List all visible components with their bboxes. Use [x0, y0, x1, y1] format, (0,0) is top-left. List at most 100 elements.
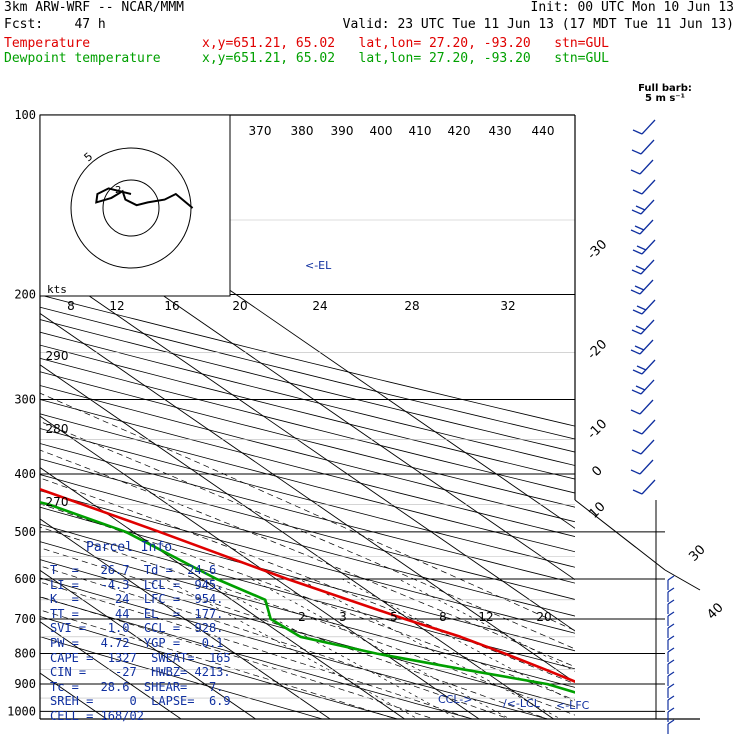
- wind-barb: [640, 199, 655, 215]
- theta-label: 380: [291, 124, 314, 138]
- init-time: Init: 00 UTC Mon 10 Jun 13: [530, 0, 735, 15]
- moist-adiabat-line: [40, 596, 435, 719]
- theta-label: 440: [532, 124, 555, 138]
- isotherm-tick-label: 30: [686, 542, 708, 564]
- wind-barb: [640, 139, 655, 155]
- hodograph-speed-label: 8: [67, 299, 75, 313]
- parcel-row: PW = 4.72 YGP = 0.1: [50, 636, 224, 650]
- wind-barb-flag: [667, 659, 675, 665]
- isotherm-line: [40, 364, 555, 719]
- isotherm-tick-label: -20: [585, 337, 611, 363]
- isotherm-line: [40, 569, 257, 719]
- wind-barb-flag: [630, 409, 641, 415]
- wind-barb: [640, 439, 655, 455]
- dry-adiabat-line: [40, 357, 575, 494]
- level-marker-label: CCL->: [438, 693, 472, 706]
- theta-label: 290: [46, 349, 69, 363]
- wind-barb-flag: [667, 623, 675, 629]
- wind-barb-flag: [632, 129, 643, 135]
- level-marker-label: /<-LCL: [503, 697, 541, 710]
- parcel-info-panel: Parcel Info T = 26.7 Td = 24.6 LI = -4.3…: [44, 537, 231, 727]
- wind-barb-flag: [632, 249, 643, 255]
- wind-barb-flag: [667, 587, 675, 593]
- wind-barb-flag: [634, 285, 645, 291]
- parcel-row: CIN = -27 HWBZ= 4213.: [50, 665, 231, 680]
- wind-barb-flag: [667, 599, 675, 605]
- mixing-ratio-label: 8: [439, 610, 447, 624]
- wind-barb-legend-line2: 5 m s⁻¹: [645, 93, 685, 104]
- pressure-tick-label: 300: [14, 393, 36, 407]
- dewpoint-location-info: x,y=651.21, 65.02 lat,lon= 27.20, -93.20…: [202, 51, 609, 66]
- wind-barb-flag: [630, 349, 641, 355]
- wind-barb-flag: [630, 289, 641, 295]
- wind-barb-flag: [631, 209, 642, 215]
- wind-barb: [641, 419, 656, 435]
- isotherm-tick-label: 10: [586, 499, 608, 521]
- wind-barb-flag: [635, 385, 646, 391]
- pressure-tick-label: 1000: [7, 704, 36, 718]
- hodograph-speed-label: 28: [404, 299, 419, 313]
- mixing-ratio-line: [251, 578, 511, 719]
- wind-barb-flag: [667, 707, 675, 713]
- parcel-row: TT = 44 EL = 177.: [50, 606, 224, 621]
- dry-adiabat-line: [40, 636, 324, 719]
- dry-adiabat-line: [40, 331, 575, 466]
- wind-barb-flag: [667, 695, 675, 701]
- wind-barb: [641, 299, 656, 315]
- isotherm-line: [40, 415, 480, 719]
- hodograph-speed-label: 16: [164, 299, 179, 313]
- dry-adiabat-line: [40, 541, 575, 688]
- wind-barb: [639, 219, 654, 235]
- parcel-row: T = 26.7 Td = 24.6: [50, 563, 217, 577]
- moist-adiabat-line: [40, 547, 549, 719]
- temperature-legend: Temperature: [4, 36, 91, 51]
- wind-barb: [639, 279, 654, 295]
- axis-labels: 1002003004005006007008009001000-80-70-60…: [7, 108, 727, 718]
- wind-barb: [641, 179, 656, 195]
- theta-label: 400: [370, 124, 393, 138]
- wind-barb-flag: [632, 369, 643, 375]
- wind-barb-flag: [634, 345, 645, 351]
- moist-adiabat-line: [40, 565, 511, 719]
- wind-barb: [641, 359, 656, 375]
- mixing-ratio-label: 3: [339, 610, 347, 624]
- temperature-curve: [40, 487, 575, 683]
- wind-barb-flag: [630, 169, 641, 175]
- dry-adiabat-line: [40, 577, 550, 719]
- right-axis-bend: [574, 499, 666, 571]
- wind-barb-flag: [631, 449, 642, 455]
- level-marker-label: <-LFC: [556, 699, 590, 712]
- mixing-ratio-line: [341, 578, 575, 703]
- hodograph-ring: [102, 179, 160, 237]
- dry-adiabat-line: [40, 306, 575, 440]
- pressure-tick-label: 600: [14, 572, 36, 586]
- wind-barb-flag: [636, 245, 647, 251]
- pressure-tick-label: 200: [14, 288, 36, 302]
- wind-barb-flag: [632, 309, 643, 315]
- wind-barb-flag: [632, 489, 643, 495]
- parcel-row: SREH = 0 LAPSE= 6.9: [50, 694, 231, 709]
- parcel-row: CELL = 168/02: [50, 709, 144, 723]
- pressure-tick-label: 500: [14, 525, 36, 539]
- theta-label: 420: [448, 124, 471, 138]
- wind-barb-flag: [635, 205, 646, 211]
- isotherm-line: [40, 261, 575, 632]
- wind-barb-flag: [634, 225, 645, 231]
- mixing-ratio-label: 2: [298, 610, 306, 624]
- theta-label: 410: [409, 124, 432, 138]
- isotherm-tick-label: 0: [589, 463, 605, 479]
- theta-label: 370: [249, 124, 272, 138]
- wind-barb-flag: [632, 429, 643, 435]
- wind-barb: [641, 119, 656, 135]
- chart-header: 3km ARW-WRF -- NCAR/MMM Init: 00 UTC Mon…: [0, 0, 740, 70]
- dewpoint-curve: [40, 500, 575, 694]
- wind-barb-flag: [630, 469, 641, 475]
- wind-barb-flag: [636, 365, 647, 371]
- parcel-row: LI = -4.3 LCL = 945.: [50, 577, 224, 592]
- wind-barb-flag: [636, 305, 647, 311]
- hodograph-ring: [70, 147, 192, 269]
- wind-barb: [640, 319, 655, 335]
- parcel-row: SVI = 1.0 CCL = 928.: [50, 621, 224, 636]
- moist-adiabat-line: [40, 503, 575, 701]
